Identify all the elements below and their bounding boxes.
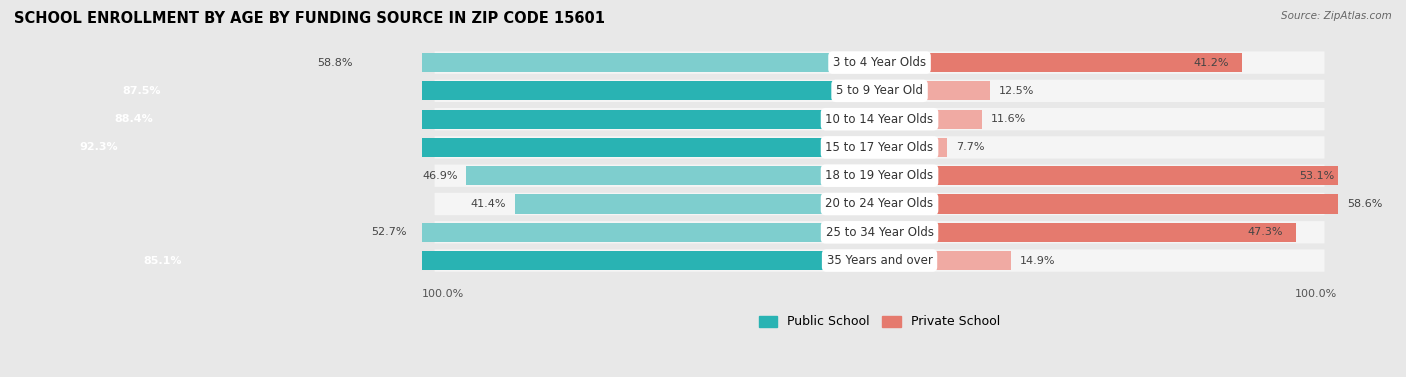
Bar <box>129 251 880 270</box>
Text: 92.3%: 92.3% <box>80 143 118 152</box>
Text: 10 to 14 Year Olds: 10 to 14 Year Olds <box>825 113 934 126</box>
Text: 3 to 4 Year Olds: 3 to 4 Year Olds <box>832 56 927 69</box>
Bar <box>880 110 981 129</box>
Bar <box>467 166 880 185</box>
Text: 58.8%: 58.8% <box>318 58 353 67</box>
Bar <box>880 166 1347 185</box>
Text: 87.5%: 87.5% <box>122 86 160 96</box>
FancyBboxPatch shape <box>434 193 1324 215</box>
Text: 52.7%: 52.7% <box>371 227 406 237</box>
Bar <box>361 53 880 72</box>
Text: 20 to 24 Year Olds: 20 to 24 Year Olds <box>825 198 934 210</box>
Text: 7.7%: 7.7% <box>956 143 984 152</box>
Text: 12.5%: 12.5% <box>998 86 1033 96</box>
Text: 58.6%: 58.6% <box>1347 199 1382 209</box>
Text: 35 Years and over: 35 Years and over <box>827 254 932 267</box>
Text: 100.0%: 100.0% <box>1295 289 1337 299</box>
Text: 18 to 19 Year Olds: 18 to 19 Year Olds <box>825 169 934 182</box>
Bar <box>880 223 1296 242</box>
Bar <box>101 110 880 129</box>
Legend: Public School, Private School: Public School, Private School <box>759 316 1001 328</box>
Text: 5 to 9 Year Old: 5 to 9 Year Old <box>837 84 924 97</box>
Bar <box>66 138 880 157</box>
Bar <box>880 195 1396 214</box>
Text: 100.0%: 100.0% <box>422 289 464 299</box>
Bar <box>108 81 880 101</box>
Text: 47.3%: 47.3% <box>1247 227 1282 237</box>
FancyBboxPatch shape <box>434 80 1324 102</box>
Text: 88.4%: 88.4% <box>114 114 153 124</box>
Text: Source: ZipAtlas.com: Source: ZipAtlas.com <box>1281 11 1392 21</box>
Bar <box>515 195 880 214</box>
Text: 41.4%: 41.4% <box>471 199 506 209</box>
FancyBboxPatch shape <box>434 250 1324 272</box>
Bar <box>880 251 1011 270</box>
FancyBboxPatch shape <box>434 136 1324 159</box>
Bar <box>880 81 990 101</box>
Text: 53.1%: 53.1% <box>1299 171 1334 181</box>
FancyBboxPatch shape <box>434 221 1324 244</box>
Text: 46.9%: 46.9% <box>422 171 457 181</box>
Text: 41.2%: 41.2% <box>1194 58 1229 67</box>
Text: 25 to 34 Year Olds: 25 to 34 Year Olds <box>825 226 934 239</box>
FancyBboxPatch shape <box>434 51 1324 74</box>
Text: 11.6%: 11.6% <box>990 114 1026 124</box>
FancyBboxPatch shape <box>434 108 1324 130</box>
Text: 14.9%: 14.9% <box>1019 256 1054 265</box>
Bar <box>880 138 948 157</box>
Text: 15 to 17 Year Olds: 15 to 17 Year Olds <box>825 141 934 154</box>
FancyBboxPatch shape <box>434 164 1324 187</box>
Text: 85.1%: 85.1% <box>143 256 181 265</box>
Bar <box>415 223 880 242</box>
Bar <box>880 53 1243 72</box>
Text: SCHOOL ENROLLMENT BY AGE BY FUNDING SOURCE IN ZIP CODE 15601: SCHOOL ENROLLMENT BY AGE BY FUNDING SOUR… <box>14 11 605 26</box>
